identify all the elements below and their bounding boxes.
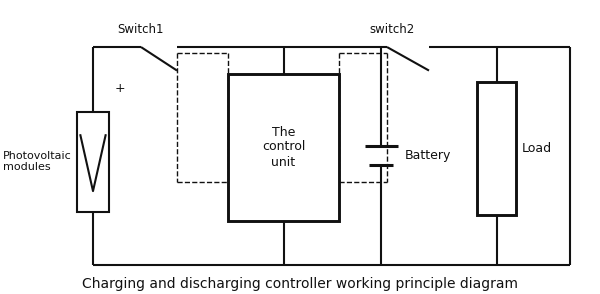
Bar	[228, 74, 339, 220]
Bar	[77, 112, 109, 212]
Text: switch2: switch2	[369, 23, 414, 36]
Text: Photovoltaic
modules: Photovoltaic modules	[3, 151, 72, 173]
Text: +: +	[115, 82, 125, 95]
Text: Load: Load	[522, 142, 552, 155]
Text: Battery: Battery	[405, 149, 451, 162]
Bar	[477, 82, 516, 215]
Text: Switch1: Switch1	[117, 23, 163, 36]
Text: The
control
unit: The control unit	[262, 126, 305, 168]
Text: Charging and discharging controller working principle diagram: Charging and discharging controller work…	[82, 277, 518, 291]
